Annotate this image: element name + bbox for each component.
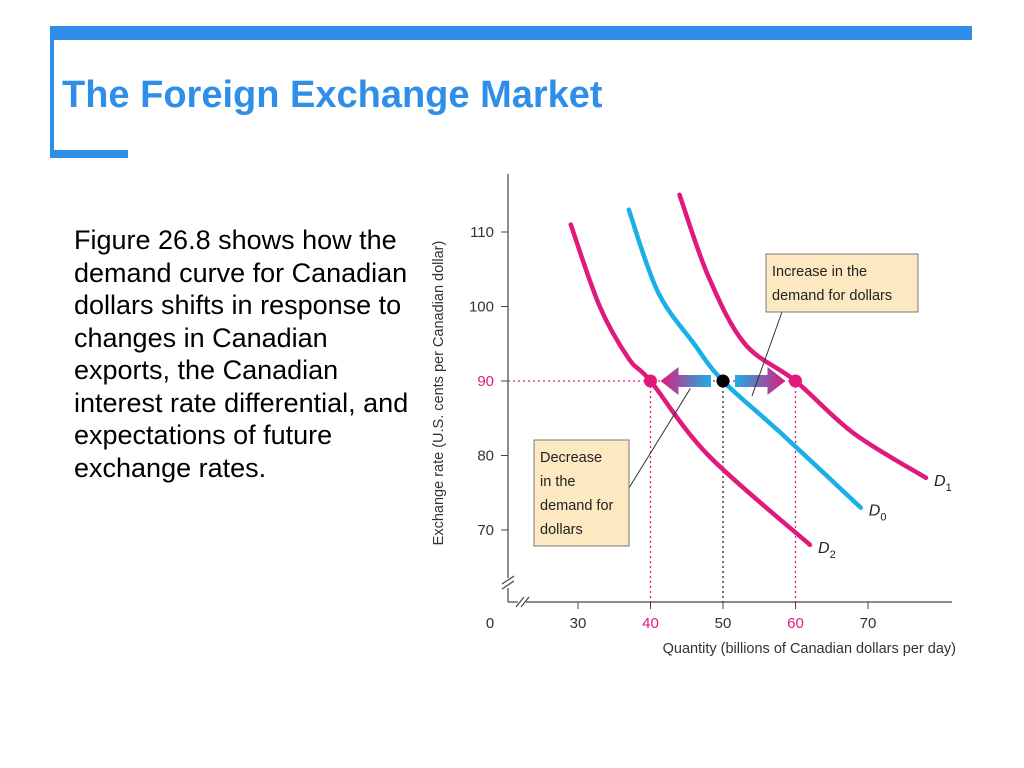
y-axis-break	[501, 575, 515, 590]
callout-decrease-line-0: Decrease	[540, 450, 602, 466]
slide-title: The Foreign Exchange Market	[62, 74, 603, 116]
callout-increase-leader	[751, 311, 783, 397]
y-tick-label-90: 90	[477, 373, 494, 390]
x-tick-label-40: 40	[642, 615, 659, 632]
title-bar-rule	[50, 26, 972, 40]
title-bottom-stub	[50, 150, 128, 158]
callout-increase-line-0: Increase in the	[772, 264, 867, 280]
curve-label-d0: D0	[869, 503, 887, 524]
demand-curve-d2	[568, 222, 813, 548]
callout-decrease-box	[533, 439, 630, 547]
x-tick-label-70: 70	[860, 615, 877, 632]
curve-label-d1: D1	[934, 473, 952, 494]
callout-decrease-line-2: demand for	[540, 498, 614, 514]
equilibrium-point-50	[716, 374, 730, 388]
shift-arrow-left	[660, 367, 711, 395]
x-axis-label: Quantity (billions of Canadian dollars p…	[663, 641, 956, 657]
y-axis-label: Exchange rate (U.S. cents per Canadian d…	[431, 241, 447, 546]
slide-body-text: Figure 26.8 shows how the demand curve f…	[74, 225, 409, 483]
equilibrium-point-60	[789, 374, 802, 388]
callout-increase-box	[765, 253, 919, 313]
equilibrium-point-40	[644, 374, 657, 388]
shift-arrow-right	[735, 367, 786, 395]
callout-decrease-leader	[623, 388, 691, 497]
x-tick-label-60: 60	[787, 615, 804, 632]
curve-label-d2: D2	[818, 540, 836, 561]
demand-curve-d0	[626, 207, 863, 510]
demand-curve-d1	[677, 192, 929, 481]
x-tick-label-50: 50	[715, 615, 732, 632]
callout-decrease-line-1: in the	[540, 474, 575, 490]
x-tick-label-30: 30	[570, 615, 587, 632]
callout-decrease-line-3: dollars	[540, 522, 583, 538]
y-tick-label-70: 70	[477, 522, 494, 539]
x-axis-break	[515, 596, 530, 608]
foreign-exchange-chart: 0 30 40 50 60 70 70 80 90 100 110 Quantity (billion…	[431, 174, 956, 657]
title-left-rule	[50, 26, 54, 158]
x-tick-label-0: 0	[486, 615, 494, 632]
y-tick-label-100: 100	[469, 299, 494, 316]
callout-increase-line-1: demand for dollars	[772, 288, 892, 304]
y-tick-label-110: 110	[470, 224, 494, 241]
y-tick-label-80: 80	[477, 448, 494, 465]
